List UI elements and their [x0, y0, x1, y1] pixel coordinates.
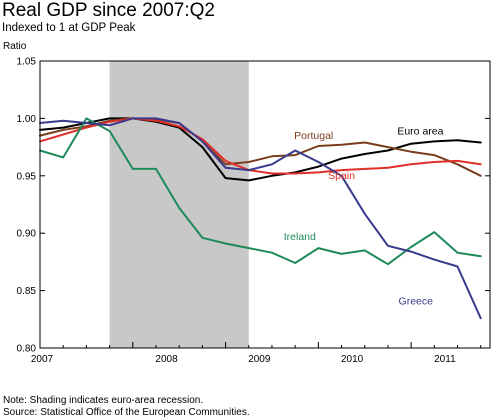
x-tick-label: 2008 — [155, 354, 178, 365]
series-line-ireland — [39, 117, 482, 266]
series-line-euro-area — [39, 117, 482, 182]
series-layer — [39, 117, 482, 320]
recession-shading — [109, 61, 249, 348]
x-tick-label: 2011 — [434, 354, 456, 365]
x-tick-label: 2007 — [31, 354, 54, 365]
series-label-greece: Greece — [399, 295, 434, 307]
y-tick-label: 0.85 — [17, 286, 37, 297]
series-label-spain: Spain — [328, 170, 355, 182]
y-tick-label: 0.90 — [17, 229, 37, 240]
series-label-layer: Euro area Portugal Spain Ireland Greece — [284, 125, 444, 307]
y-axis-label: Ratio — [3, 41, 27, 52]
y-tick-label: 0.95 — [17, 171, 37, 182]
x-tick-label: 2009 — [248, 354, 271, 365]
plot-frame — [39, 60, 491, 349]
series-label-ireland: Ireland — [284, 231, 316, 243]
chart-subtitle: Indexed to 1 at GDP Peak — [2, 22, 136, 34]
x-tick-label: 2010 — [341, 354, 364, 365]
series-line-greece — [39, 117, 482, 320]
note-source: Source: Statistical Office of the Europe… — [3, 407, 250, 418]
chart-title: Real GDP since 2007:Q2 — [2, 0, 215, 21]
series-label-euro-area: Euro area — [397, 125, 443, 137]
note-recession: Note: Shading indicates euro-area recess… — [3, 395, 204, 406]
series-line-spain — [39, 117, 482, 175]
y-tick-label: 1.05 — [17, 57, 37, 68]
y-tick-label: 1.00 — [17, 114, 37, 125]
series-label-portugal: Portugal — [294, 130, 333, 142]
y-tick-label: 0.80 — [17, 344, 37, 355]
